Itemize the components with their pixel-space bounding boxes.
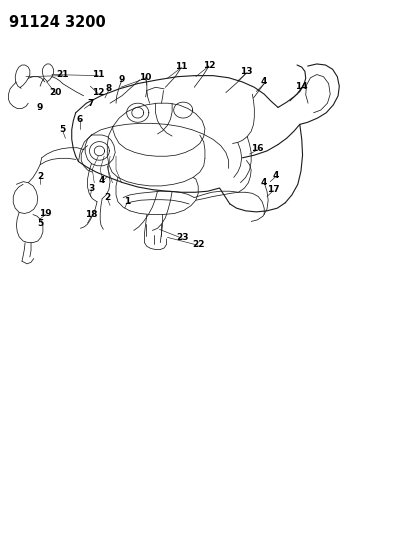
Text: 20: 20 [50, 88, 62, 97]
Text: 14: 14 [295, 82, 308, 91]
Text: 91124 3200: 91124 3200 [9, 14, 106, 30]
Text: 4: 4 [261, 178, 267, 187]
Text: 23: 23 [176, 233, 189, 242]
Text: 4: 4 [261, 77, 267, 86]
Text: 6: 6 [76, 115, 83, 124]
Text: 8: 8 [106, 84, 112, 93]
Text: 21: 21 [57, 70, 69, 79]
Text: 9: 9 [119, 75, 125, 84]
Text: 3: 3 [88, 184, 95, 193]
Text: 2: 2 [37, 172, 43, 181]
Text: 19: 19 [39, 209, 52, 218]
Text: 12: 12 [92, 88, 104, 97]
Text: 7: 7 [87, 99, 94, 108]
Text: 2: 2 [104, 193, 110, 202]
Text: 1: 1 [124, 197, 130, 206]
Text: 10: 10 [139, 72, 152, 82]
Text: 5: 5 [60, 125, 66, 134]
Text: 11: 11 [92, 70, 104, 79]
Text: 18: 18 [85, 210, 98, 219]
Text: 4: 4 [273, 171, 279, 180]
Text: 13: 13 [240, 67, 253, 76]
Text: 16: 16 [251, 144, 264, 154]
Text: 12: 12 [203, 61, 215, 69]
Text: 5: 5 [37, 219, 43, 228]
Text: 11: 11 [175, 62, 187, 70]
Text: 17: 17 [267, 185, 280, 194]
Text: 4: 4 [99, 176, 105, 185]
Text: 22: 22 [192, 240, 205, 249]
Text: 9: 9 [37, 103, 43, 112]
